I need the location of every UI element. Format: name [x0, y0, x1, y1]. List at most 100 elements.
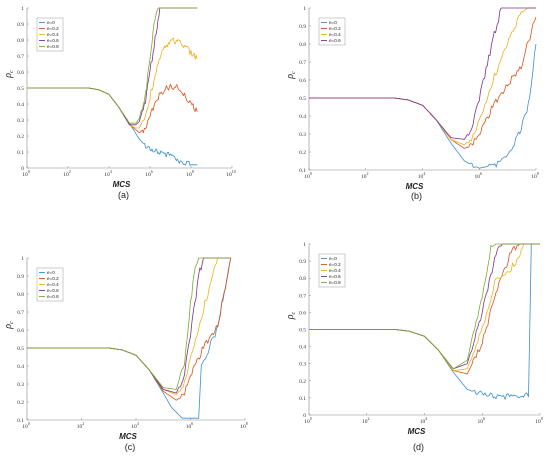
axes: 0 0.1 0.2 0.3 0.4 0.5 0.6 0.7 0.8 0.9 1 100 102 104 10… [299, 242, 543, 425]
legend-entry: e=0.4 [329, 32, 341, 37]
x-tick-label: 102 [63, 169, 71, 178]
y-tick-label: 0.4 [299, 345, 306, 351]
legend-entry: e=0.6 [329, 274, 341, 279]
y-tick-label: 0.7 [299, 60, 306, 66]
y-tick-label: 0.6 [299, 78, 306, 84]
legend-entry: e=0 [47, 20, 55, 25]
x-tick-label: 100 [304, 416, 312, 425]
legend-entry: e=0.8 [47, 44, 59, 49]
y-tick-label: 0.5 [17, 86, 24, 92]
y-tick-label: 0.6 [17, 70, 24, 76]
x-tick-label: 108 [535, 416, 543, 425]
legend-entry: e=0 [329, 20, 337, 25]
x-axis-label: MCS [119, 432, 137, 441]
x-tick-label: 106 [186, 421, 194, 430]
y-tick-label: 0.7 [17, 310, 24, 316]
y-tick-label: 0.9 [299, 24, 306, 30]
y-tick-label: 0.3 [17, 382, 24, 388]
y-tick-label: 0.9 [17, 22, 24, 28]
legend: e=0e=0.2e=0.4e=0.6e=0.8 [318, 253, 346, 288]
legend: e=0e=0.2e=0.4e=0.6e=0.8 [36, 17, 64, 52]
y-axis-label: ρc [3, 321, 15, 330]
x-tick-label: 108 [186, 169, 194, 178]
y-tick-label: 0.5 [17, 346, 24, 352]
series-lines [27, 257, 232, 419]
x-tick-label: 102 [362, 416, 370, 425]
series-lines [27, 7, 198, 166]
x-tick-label: 104 [104, 169, 112, 178]
y-tick-label: 0.6 [17, 328, 24, 334]
y-tick-label: 0.3 [17, 118, 24, 124]
y-tick-label: 0.1 [17, 418, 24, 424]
y-tick-label: 0.1 [299, 396, 306, 402]
x-tick-label: 108 [240, 421, 248, 430]
y-axis-label: ρc [285, 311, 297, 320]
y-tick-label: 0.1 [299, 168, 306, 174]
y-tick-label: 0.2 [17, 134, 24, 140]
y-tick-label: 0 [21, 166, 24, 172]
legend-entry: e=0.2 [329, 262, 341, 267]
x-tick-label: 104 [420, 416, 428, 425]
panel-caption: (c) [125, 442, 136, 452]
x-tick-label: 106 [475, 171, 483, 180]
x-tick-label: 100 [22, 421, 30, 430]
series-line [309, 243, 540, 370]
y-axis-label: ρc [285, 71, 297, 80]
y-tick-label: 0.3 [299, 362, 306, 368]
y-tick-label: 1 [21, 256, 24, 262]
legend-entry: e=0 [47, 270, 55, 275]
y-tick-label: 0.8 [299, 276, 306, 282]
y-tick-label: 0.9 [299, 259, 306, 265]
series-line [27, 257, 231, 390]
panel-caption: (d) [413, 442, 424, 452]
legend-entry: e=0.8 [47, 294, 59, 299]
y-tick-label: 0.3 [299, 132, 306, 138]
x-tick-label: 106 [145, 169, 153, 178]
series-line [309, 7, 536, 140]
legend-entry: e=0.6 [329, 38, 341, 43]
panel-caption: (b) [411, 191, 422, 201]
y-tick-label: 0 [303, 413, 306, 419]
x-tick-label: 108 [531, 171, 539, 180]
series-line [27, 7, 198, 124]
y-tick-label: 1 [303, 242, 306, 248]
y-tick-label: 0.4 [17, 102, 24, 108]
x-axis-label: MCS [408, 427, 426, 436]
legend-entry: e=0.6 [47, 288, 59, 293]
y-tick-label: 0.8 [299, 42, 306, 48]
series-lines [309, 7, 537, 169]
x-tick-label: 1010 [226, 169, 236, 178]
y-axis-label: ρc [3, 70, 15, 79]
x-tick-label: 104 [418, 171, 426, 180]
y-tick-label: 0.5 [299, 96, 306, 102]
y-tick-label: 1 [21, 6, 24, 12]
panel-caption: (a) [118, 190, 129, 200]
legend-entry: e=0.2 [47, 276, 59, 281]
y-tick-label: 0.1 [17, 150, 24, 156]
x-tick-label: 102 [361, 171, 369, 180]
x-tick-label: 104 [131, 421, 139, 430]
x-tick-label: 106 [478, 416, 486, 425]
legend: e=0e=0.2e=0.4e=0.6e=0.8 [36, 267, 64, 302]
y-tick-label: 0.8 [17, 292, 24, 298]
x-axis-label: MCS [113, 180, 131, 189]
legend: e=0e=0.2e=0.4e=0.6 [318, 17, 346, 46]
y-tick-label: 0.4 [299, 114, 306, 120]
axes: 0.1 0.2 0.3 0.4 0.5 0.6 0.7 0.8 0.9 1 100 102 104 106… [299, 6, 539, 180]
axes: 0.1 0.2 0.3 0.4 0.5 0.6 0.7 0.8 0.9 1 100 102 104 106… [17, 256, 248, 430]
y-tick-label: 0.8 [17, 38, 24, 44]
y-tick-label: 1 [303, 6, 306, 12]
chart-panel-b: 0.1 0.2 0.3 0.4 0.5 0.6 0.7 0.8 0.9 1 100 102 104 106… [285, 6, 539, 201]
y-tick-label: 0.4 [17, 364, 24, 370]
series-lines [309, 243, 540, 400]
legend-entry: e=0 [329, 256, 337, 261]
x-tick-label: 102 [77, 421, 85, 430]
legend-entry: e=0.4 [329, 268, 341, 273]
x-tick-label: 100 [304, 171, 312, 180]
y-tick-label: 0.6 [299, 310, 306, 316]
chart-panel-a: 0 0.1 0.2 0.3 0.4 0.5 0.6 0.7 0.8 0.9 1 100 102 104 10… [3, 6, 236, 200]
x-axis-label: MCS [406, 182, 424, 191]
legend-entry: e=0.8 [329, 280, 341, 285]
chart-panel-c: 0.1 0.2 0.3 0.4 0.5 0.6 0.7 0.8 0.9 1 100 102 104 106… [3, 256, 248, 452]
y-tick-label: 0.7 [299, 293, 306, 299]
